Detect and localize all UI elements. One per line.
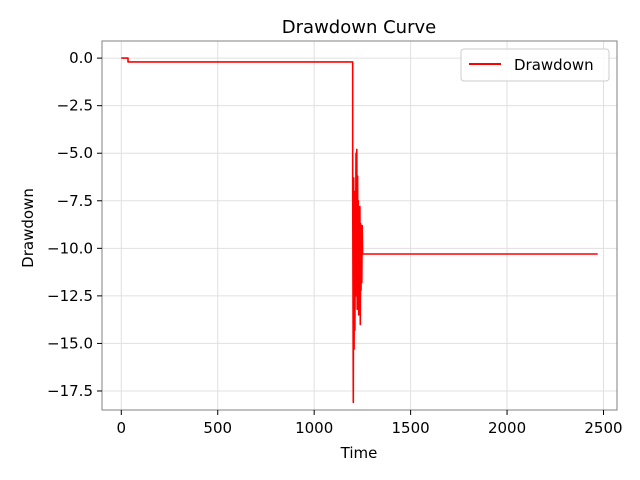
series-line-drawdown <box>121 57 598 404</box>
x-tick-label: 2000 <box>488 419 526 437</box>
x-tick-label: 2500 <box>584 419 622 437</box>
y-tick-label: −10.0 <box>47 239 93 257</box>
x-tick-label: 1500 <box>392 419 430 437</box>
y-tick-label: −17.5 <box>47 382 93 400</box>
x-axis-ticks: 0 500 1000 1500 2000 2500 <box>117 410 623 437</box>
y-tick-label: 0.0 <box>69 49 93 67</box>
x-axis-label: Time <box>340 444 378 462</box>
series-layer <box>121 57 598 404</box>
y-tick-label: −12.5 <box>47 287 93 305</box>
legend-label-drawdown: Drawdown <box>514 56 594 74</box>
y-tick-label: −2.5 <box>57 97 93 115</box>
y-tick-label: −15.0 <box>47 334 93 352</box>
y-tick-label: −7.5 <box>57 192 93 210</box>
y-tick-label: −5.0 <box>57 144 93 162</box>
chart-title: Drawdown Curve <box>282 17 436 38</box>
x-tick-label: 500 <box>203 419 232 437</box>
x-tick-label: 1000 <box>295 419 333 437</box>
plot-frame <box>101 40 618 411</box>
y-axis-ticks: 0.0 −2.5 −5.0 −7.5 −10.0 −12.5 −15.0 −17.5 <box>47 49 102 400</box>
legend: Drawdown <box>460 48 610 82</box>
y-axis-label: Drawdown <box>19 188 37 268</box>
x-tick-label: 0 <box>117 419 127 437</box>
legend-box <box>460 48 610 82</box>
